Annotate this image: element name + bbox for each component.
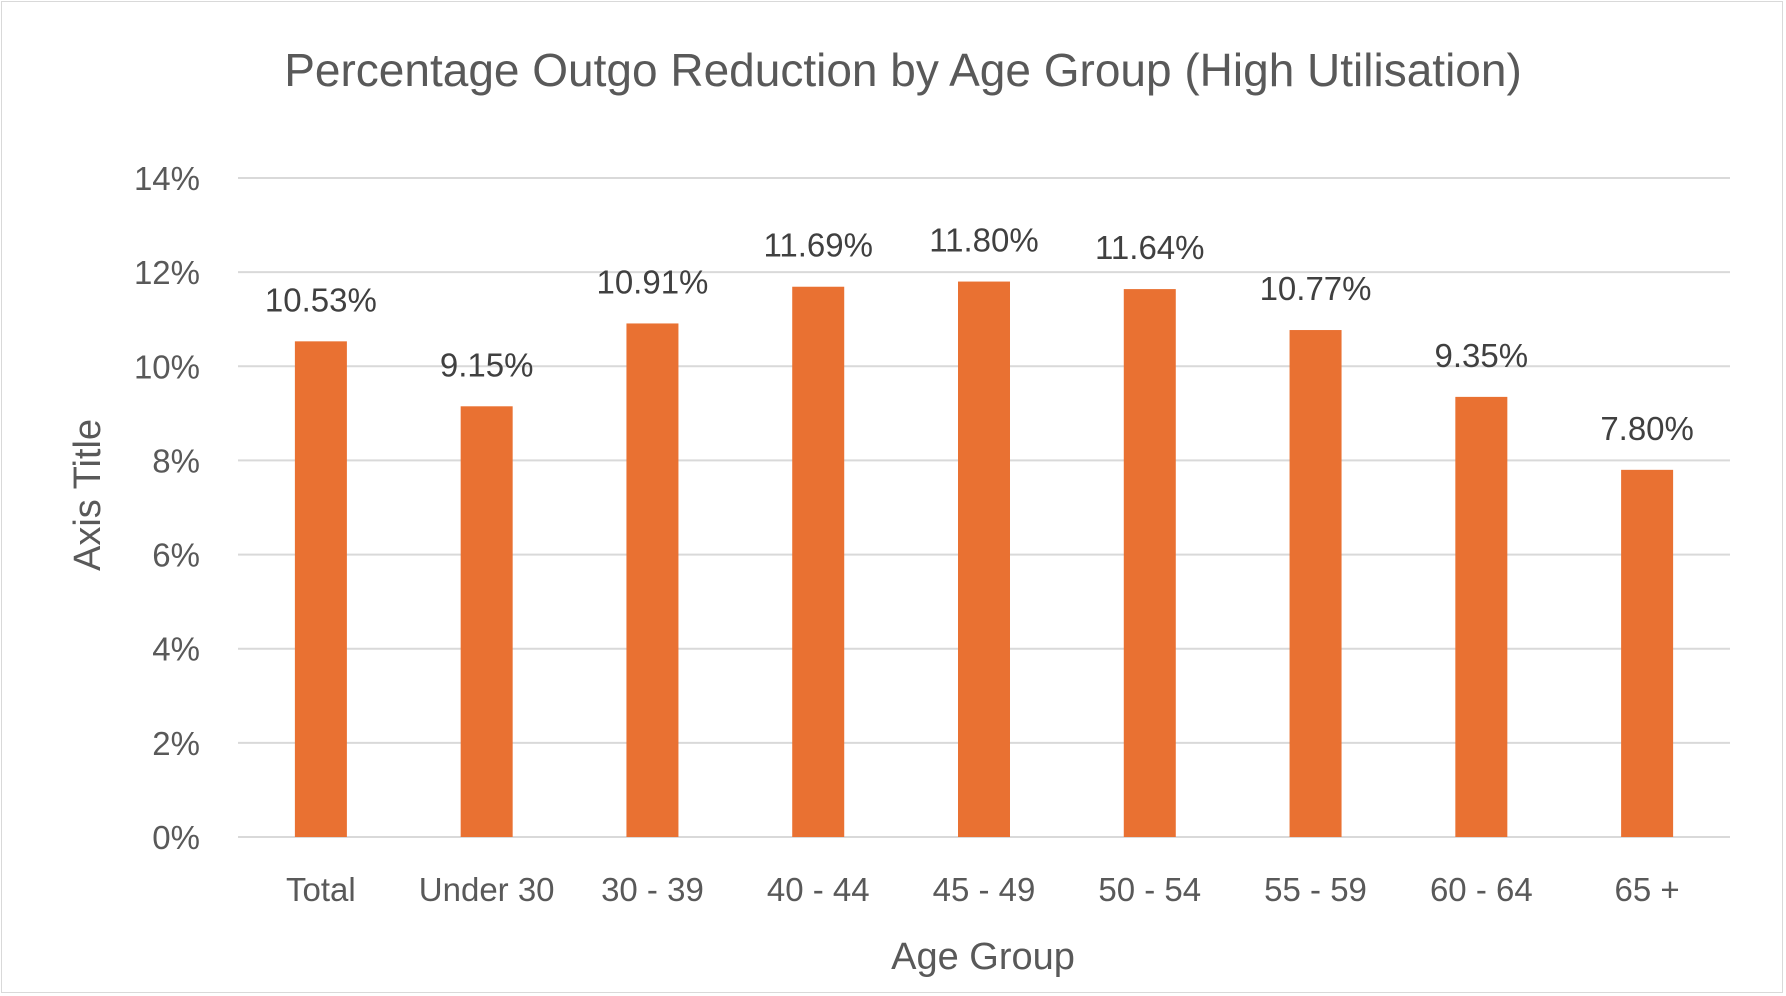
x-tick-label: 40 - 44: [767, 871, 870, 908]
data-label: 10.91%: [596, 263, 708, 300]
y-tick-label: 10%: [134, 348, 200, 385]
data-label: 7.80%: [1600, 410, 1694, 447]
data-label: 10.77%: [1260, 270, 1372, 307]
bar: [1289, 330, 1342, 837]
x-tick-label: 45 - 49: [933, 871, 1036, 908]
chart-title: Percentage Outgo Reduction by Age Group …: [284, 44, 1522, 96]
data-label: 11.80%: [929, 222, 1038, 259]
y-axis-ticks: 0% 2% 4% 6% 8% 10% 12% 14%: [134, 160, 200, 856]
bar: [460, 406, 513, 837]
data-label: 9.35%: [1435, 337, 1529, 374]
data-label: 10.53%: [265, 281, 377, 318]
x-tick-label: 60 - 64: [1430, 871, 1533, 908]
data-label: 9.15%: [440, 346, 534, 383]
bar: [792, 286, 845, 837]
x-tick-label: 50 - 54: [1098, 871, 1201, 908]
bar: [294, 341, 347, 837]
x-tick-label: Under 30: [419, 871, 555, 908]
y-tick-label: 2%: [152, 725, 200, 762]
x-axis-ticks: Total Under 30 30 - 39 40 - 44 45 - 49 50 - 5…: [286, 871, 1680, 908]
data-label: 11.64%: [1095, 229, 1204, 266]
x-tick-label: 55 - 59: [1264, 871, 1367, 908]
data-label: 11.69%: [763, 227, 872, 264]
y-tick-label: 6%: [152, 537, 200, 574]
y-axis-title: Axis Title: [67, 419, 109, 571]
y-tick-label: 0%: [152, 819, 200, 856]
x-tick-label: 65 +: [1615, 871, 1680, 908]
bars: [294, 281, 1674, 838]
y-tick-label: 14%: [134, 160, 200, 197]
x-axis-title: Age Group: [891, 936, 1075, 978]
x-tick-label: 30 - 39: [601, 871, 704, 908]
data-labels: 10.53% 9.15% 10.91% 11.69% 11.80% 11.64% 10.77…: [265, 222, 1694, 447]
bar: [958, 281, 1010, 837]
y-tick-label: 12%: [134, 254, 200, 291]
x-tick-label: Total: [286, 871, 356, 908]
bar: [1455, 396, 1508, 837]
bar: [626, 323, 679, 838]
bar: [1621, 469, 1674, 837]
y-tick-label: 8%: [152, 442, 200, 479]
bar: [1123, 289, 1176, 837]
y-tick-label: 4%: [152, 631, 200, 668]
